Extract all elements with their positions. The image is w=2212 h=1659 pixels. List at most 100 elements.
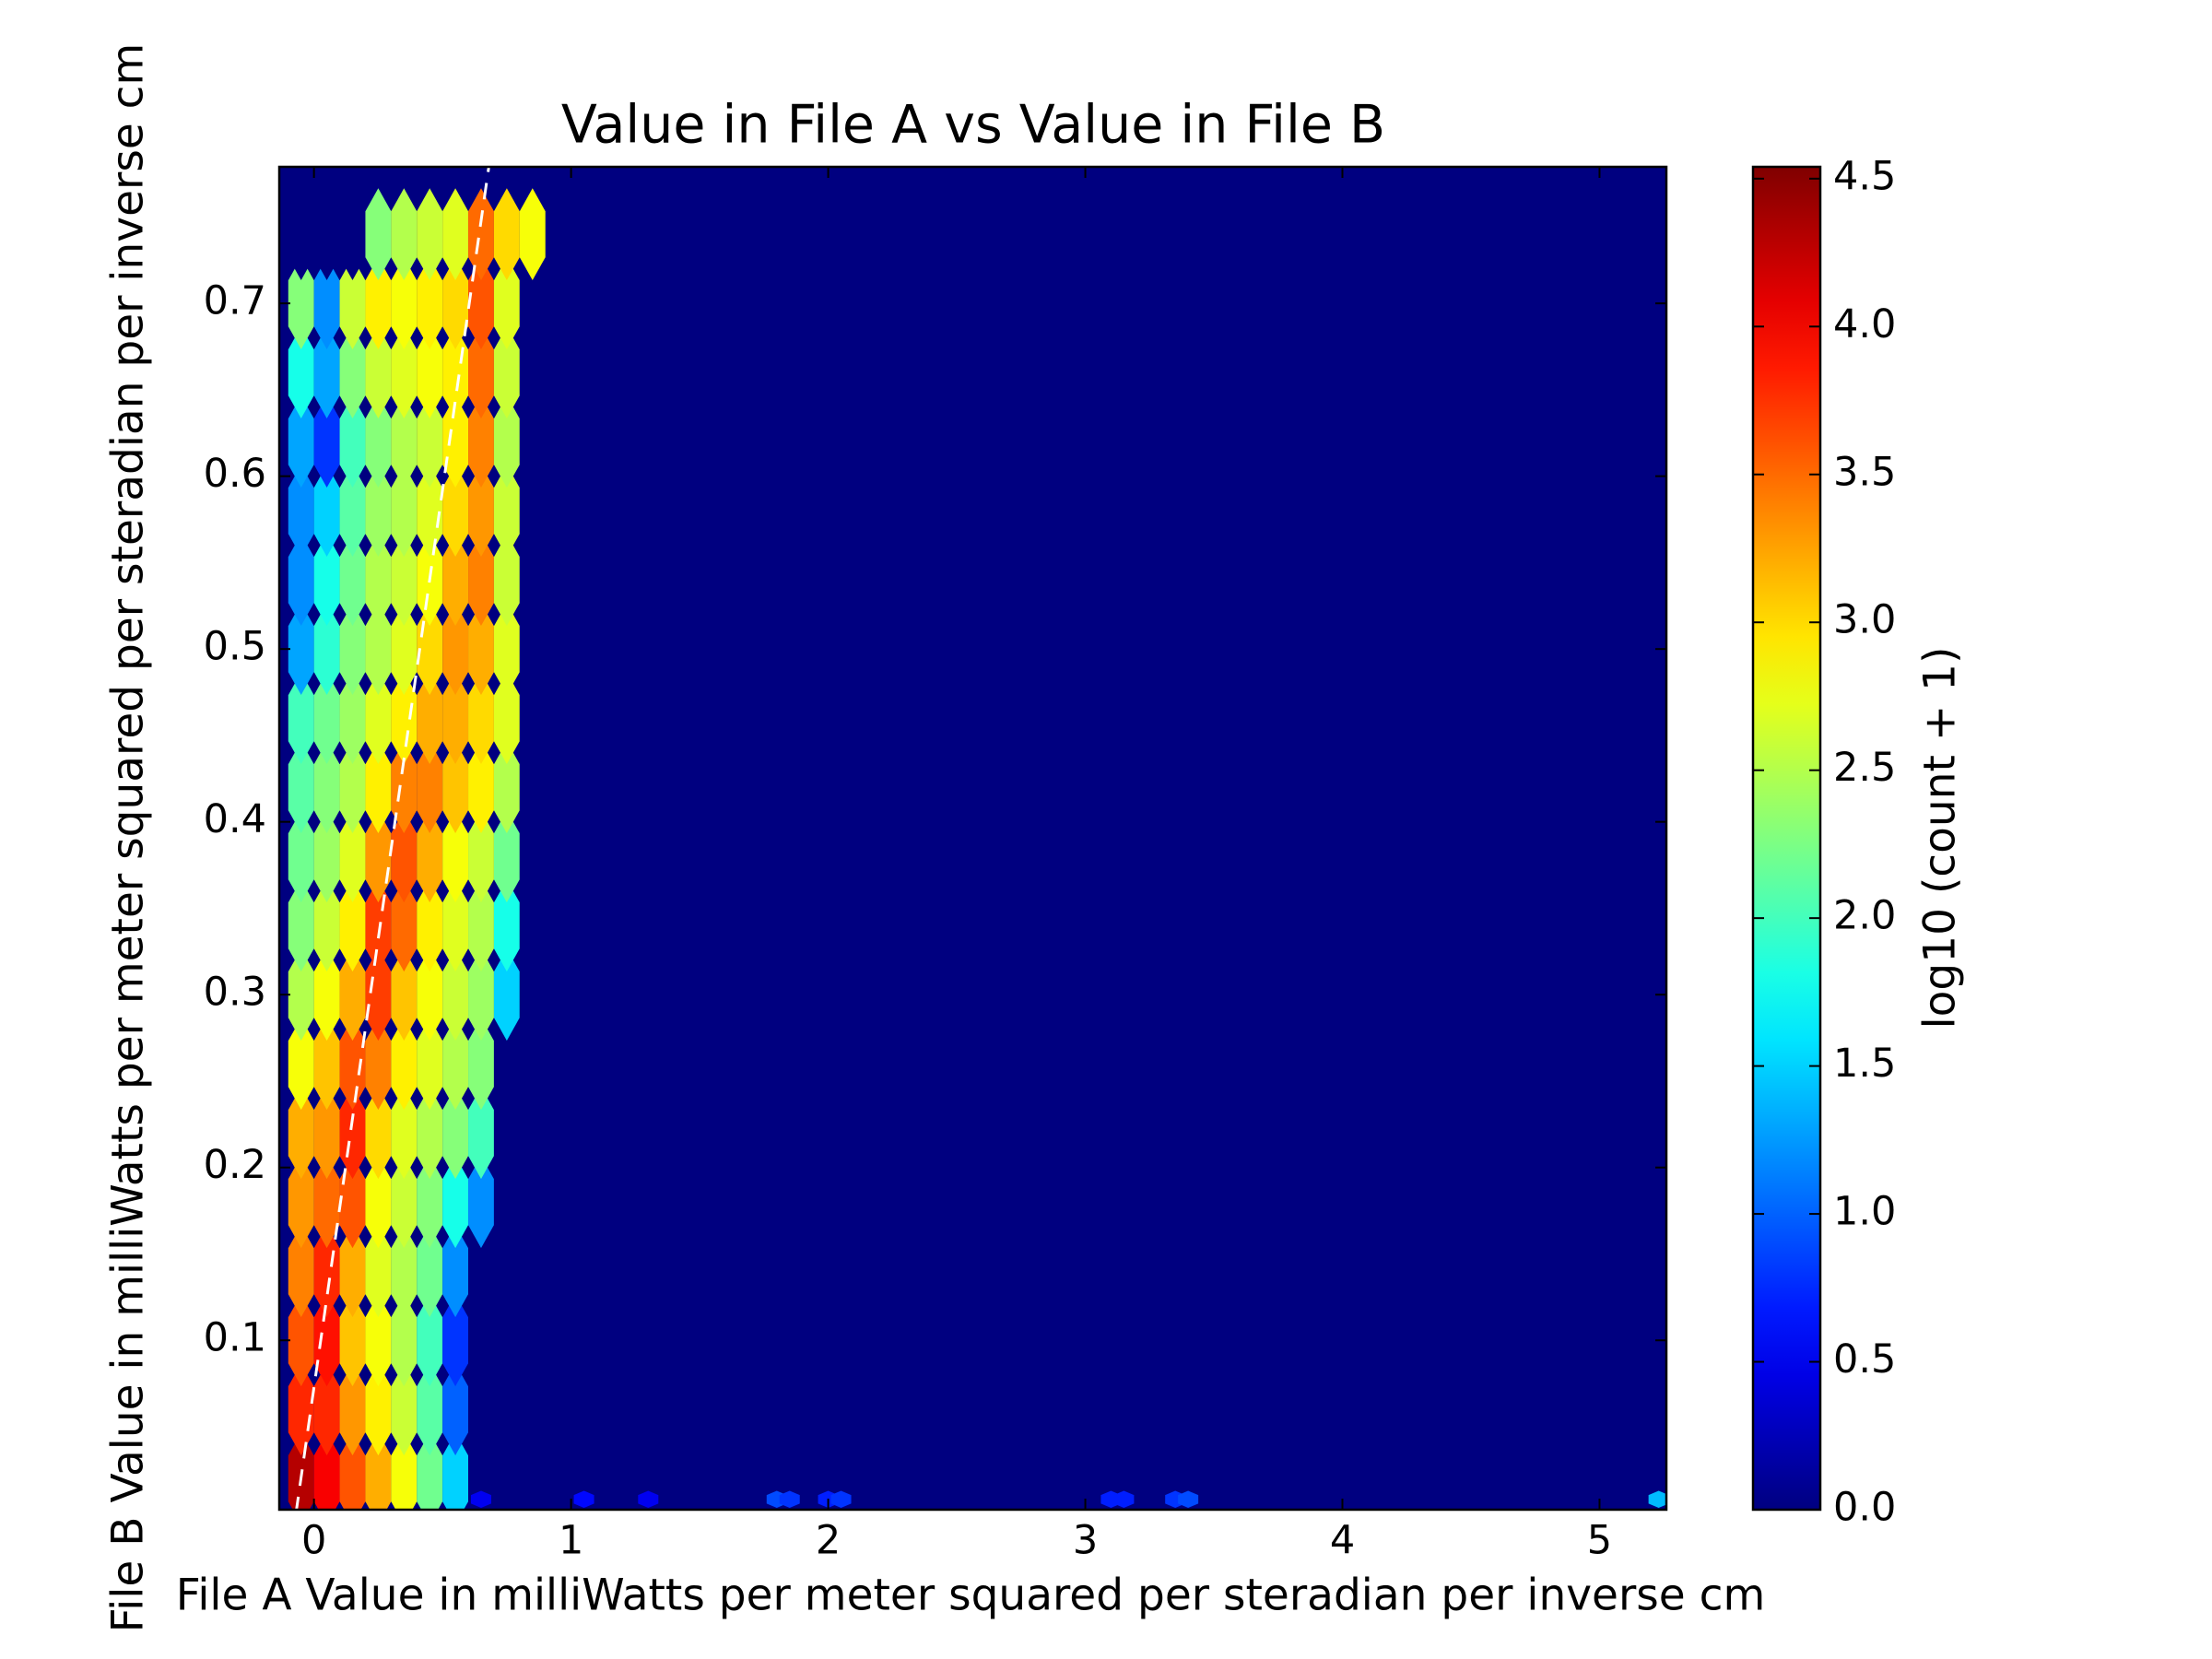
hex-cell [339, 395, 366, 488]
hex-cell [442, 1225, 469, 1318]
x-tick-label: 0 [301, 1518, 326, 1564]
hex-cell [493, 534, 520, 627]
hex-cell [468, 1156, 494, 1249]
hex-cell [313, 1156, 340, 1249]
hex-cell [468, 810, 494, 903]
hex-cell [365, 534, 392, 627]
hex-cell [313, 534, 340, 627]
hex-cell [288, 672, 314, 765]
hex-cell [288, 1018, 314, 1111]
hex-cell [468, 188, 494, 281]
hex-cell [365, 1432, 392, 1510]
hex-cell [519, 257, 546, 350]
hex-cell [313, 1087, 340, 1180]
hex-cell [1648, 1490, 1666, 1509]
hex-cell [365, 672, 392, 765]
reference-line [295, 167, 490, 1510]
hex-cell [313, 741, 340, 834]
hex-cell [339, 1294, 366, 1387]
hex-cell [493, 810, 520, 903]
hex-cell [313, 1363, 340, 1456]
hex-cell [519, 672, 546, 765]
hex-cell [391, 879, 418, 972]
hex-cell [493, 395, 520, 488]
y-axis-label: File B Value in milliWatts per meter squ… [103, 43, 154, 1633]
hex-cell [365, 1018, 392, 1111]
hex-cell [313, 1018, 340, 1111]
hex-cell [365, 741, 392, 834]
hex-cell [288, 948, 314, 1041]
hex-cell [417, 1087, 443, 1180]
hex-cell [417, 257, 443, 350]
hex-cell [391, 326, 418, 419]
hex-cell [365, 395, 392, 488]
hex-cell [442, 948, 469, 1041]
hex-cell [339, 1363, 366, 1456]
hex-cell [442, 1294, 469, 1387]
hex-cell [638, 1490, 659, 1509]
hex-cell [468, 1225, 494, 1318]
x-tick-label: 2 [816, 1518, 841, 1564]
hex-cell [391, 1018, 418, 1111]
colorbar-tick-label: 0.0 [1833, 1485, 1896, 1531]
hex-cell [288, 603, 314, 696]
hex-cell [313, 672, 340, 765]
hex-cell [313, 188, 340, 281]
hex-cell [339, 188, 366, 281]
colorbar-tick-label: 1.5 [1833, 1041, 1896, 1087]
hex-cell [288, 534, 314, 627]
colorbar-tick-label: 3.0 [1833, 597, 1896, 643]
hex-cell [365, 188, 392, 281]
hex-cell [519, 326, 546, 419]
hex-cell [417, 1294, 443, 1387]
hex-cell [391, 672, 418, 765]
hex-cell [519, 395, 546, 488]
hex-cell [391, 1363, 418, 1456]
hex-cell [493, 603, 520, 696]
hex-cell [391, 465, 418, 558]
x-tick-label: 3 [1073, 1518, 1098, 1564]
hex-cell [493, 257, 520, 350]
hex-cell [493, 741, 520, 834]
hex-cell [493, 1225, 520, 1318]
hex-cell [365, 1087, 392, 1180]
colorbar-label: log10 (count + 1) [1915, 647, 1966, 1030]
hex-cell [391, 1087, 418, 1180]
colorbar-tick-label: 3.5 [1833, 449, 1896, 495]
hex-cell [417, 395, 443, 488]
hex-cell [417, 465, 443, 558]
hex-cell [468, 326, 494, 419]
hex-cell [470, 1490, 491, 1509]
hex-cell [391, 534, 418, 627]
hex-cell [442, 257, 469, 350]
hex-cell [468, 1363, 494, 1456]
hex-cell [417, 879, 443, 972]
hex-cell [442, 1156, 469, 1249]
hex-cell [468, 603, 494, 696]
hex-cell [339, 1432, 366, 1510]
hex-cell [313, 879, 340, 972]
hex-cell [365, 1363, 392, 1456]
hex-cell [288, 1156, 314, 1249]
x-tick-label: 4 [1330, 1518, 1355, 1564]
hex-cell [339, 326, 366, 419]
hex-cell [442, 395, 469, 488]
hex-cell [442, 465, 469, 558]
hex-cell [288, 1363, 314, 1456]
hex-cell [339, 465, 366, 558]
hex-cell [493, 948, 520, 1041]
hex-cell [493, 1294, 520, 1387]
colorbar [1751, 165, 1822, 1512]
hex-cell [313, 1225, 340, 1318]
hex-cell [313, 1432, 340, 1510]
hex-cell [365, 326, 392, 419]
hex-cell [519, 1294, 546, 1387]
colorbar-tick-label: 2.5 [1833, 745, 1896, 791]
hex-cell [391, 257, 418, 350]
hex-cell [313, 603, 340, 696]
hex-cell [391, 395, 418, 488]
hex-cell [519, 1363, 546, 1456]
hex-cell [468, 465, 494, 558]
hex-cell [339, 810, 366, 903]
